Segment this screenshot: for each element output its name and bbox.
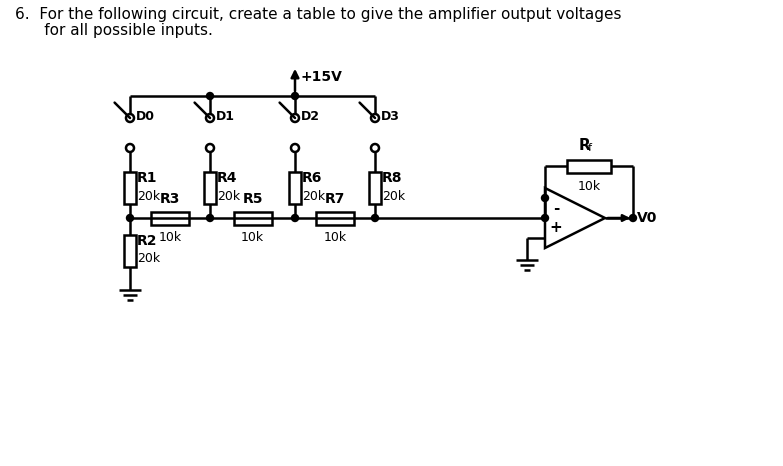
Circle shape — [207, 214, 214, 221]
Text: 10k: 10k — [323, 231, 347, 244]
Text: f: f — [588, 143, 592, 153]
Bar — [151, 212, 189, 225]
Text: R6: R6 — [302, 171, 323, 185]
Text: R: R — [578, 138, 590, 153]
Bar — [567, 159, 611, 172]
Circle shape — [630, 214, 637, 221]
Circle shape — [207, 92, 214, 100]
Text: D0: D0 — [136, 110, 155, 123]
Circle shape — [127, 214, 133, 221]
Text: D3: D3 — [381, 110, 400, 123]
Text: R1: R1 — [137, 171, 157, 185]
Text: D2: D2 — [301, 110, 320, 123]
Text: +15V: +15V — [301, 70, 343, 84]
Text: 20k: 20k — [137, 190, 161, 203]
Bar — [369, 172, 381, 204]
Circle shape — [291, 214, 298, 221]
Text: 10k: 10k — [158, 231, 182, 244]
Bar — [124, 172, 136, 204]
Text: for all possible inputs.: for all possible inputs. — [15, 22, 213, 37]
Text: 20k: 20k — [302, 190, 325, 203]
Text: 20k: 20k — [382, 190, 405, 203]
Text: R8: R8 — [382, 171, 402, 185]
Text: R3: R3 — [160, 192, 180, 206]
Text: 20k: 20k — [217, 190, 240, 203]
Circle shape — [371, 214, 378, 221]
Text: 20k: 20k — [137, 253, 161, 266]
Text: R5: R5 — [242, 192, 263, 206]
Polygon shape — [545, 188, 605, 248]
Bar — [233, 212, 272, 225]
Text: 10k: 10k — [241, 231, 264, 244]
Text: R2: R2 — [137, 234, 157, 248]
Text: D1: D1 — [216, 110, 235, 123]
Circle shape — [542, 194, 549, 201]
Circle shape — [291, 92, 298, 100]
Bar — [204, 172, 216, 204]
Text: +: + — [550, 220, 562, 235]
Text: -: - — [553, 200, 559, 215]
Bar — [124, 235, 136, 267]
Circle shape — [542, 214, 549, 221]
Text: R4: R4 — [217, 171, 237, 185]
Text: V0: V0 — [637, 211, 658, 225]
Text: 10k: 10k — [577, 180, 601, 193]
Text: R7: R7 — [325, 192, 345, 206]
Bar — [316, 212, 354, 225]
Text: 6.  For the following circuit, create a table to give the amplifier output volta: 6. For the following circuit, create a t… — [15, 7, 622, 21]
Bar — [289, 172, 301, 204]
